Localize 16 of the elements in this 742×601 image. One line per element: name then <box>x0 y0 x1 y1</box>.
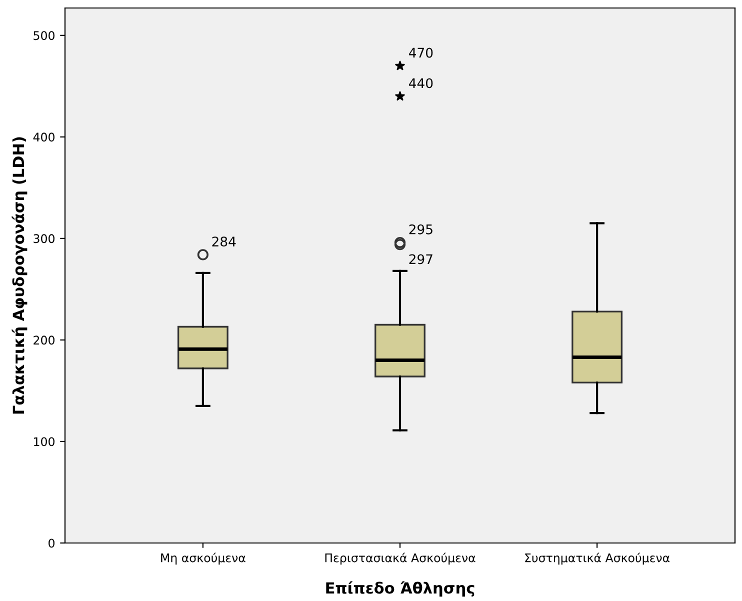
x-tick-label: Συστηματικά Ασκούμενα <box>525 552 670 565</box>
y-tick-label: 500 <box>34 31 54 40</box>
x-axis-title: Επίπεδο Άθλησης <box>326 581 474 597</box>
y-tick-label: 400 <box>33 132 54 142</box>
annotation: 297 <box>409 254 432 264</box>
y-tick-label: 200 <box>34 336 54 345</box>
annotation: 470 <box>408 48 433 58</box>
annotation: 440 <box>408 78 433 88</box>
y-tick-label: 300 <box>34 234 54 244</box>
y-axis-title: Γαλακτική Αφυδρογονάση (LDH) <box>12 137 28 414</box>
annotation: 295 <box>409 224 432 234</box>
y-tick-label: 100 <box>34 437 54 446</box>
y-tick-label: 0 <box>48 538 54 548</box>
x-tick-label: Μη ασκούμενα <box>161 552 246 565</box>
annotation: 284 <box>212 236 236 247</box>
x-tick-label: Περιστασιακά Ασκούμενα <box>325 552 476 565</box>
